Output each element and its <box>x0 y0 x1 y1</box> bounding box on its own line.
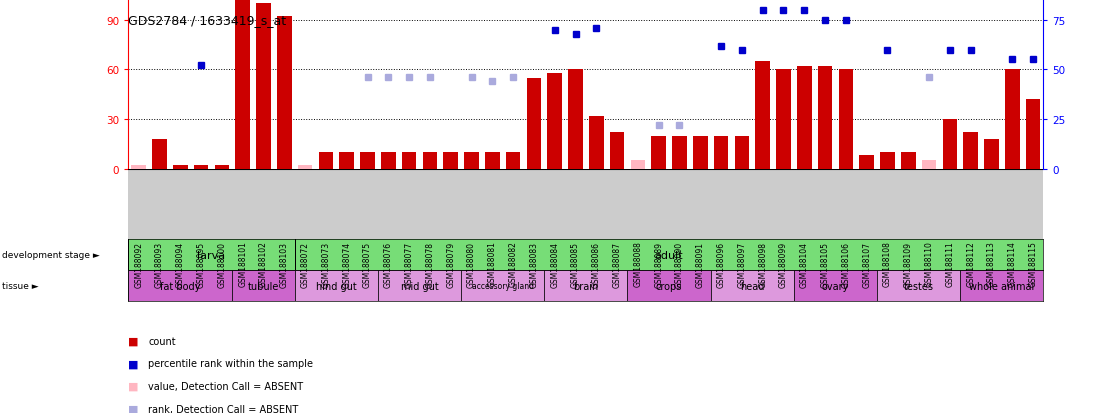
Bar <box>627 271 711 301</box>
Bar <box>423 153 437 169</box>
Text: count: count <box>148 336 176 346</box>
Text: tubule: tubule <box>248 281 279 291</box>
Bar <box>1006 70 1020 169</box>
Text: rank, Detection Call = ABSENT: rank, Detection Call = ABSENT <box>148 404 299 413</box>
Bar <box>793 271 877 301</box>
Bar <box>378 271 461 301</box>
Bar <box>545 271 627 301</box>
Bar <box>464 153 479 169</box>
Bar <box>295 271 378 301</box>
Bar <box>232 271 295 301</box>
Bar <box>901 153 915 169</box>
Bar <box>859 156 874 169</box>
Bar <box>943 120 958 169</box>
Text: crops: crops <box>656 281 682 291</box>
Bar <box>568 70 583 169</box>
Text: larva: larva <box>198 250 225 260</box>
Bar <box>797 67 811 169</box>
Bar <box>277 17 291 169</box>
Text: mid gut: mid gut <box>401 281 439 291</box>
Bar <box>963 133 978 169</box>
Bar <box>152 140 166 169</box>
Text: tissue ►: tissue ► <box>2 282 39 290</box>
Text: ■: ■ <box>128 404 138 413</box>
Bar <box>693 136 708 169</box>
Bar <box>881 153 895 169</box>
Bar <box>402 153 416 169</box>
Bar <box>443 153 458 169</box>
Text: ovary: ovary <box>821 281 849 291</box>
Bar <box>734 136 749 169</box>
Text: fat body: fat body <box>161 281 201 291</box>
Text: value, Detection Call = ABSENT: value, Detection Call = ABSENT <box>148 381 304 391</box>
Bar <box>485 153 500 169</box>
Bar <box>339 153 354 169</box>
Text: testes: testes <box>904 281 934 291</box>
Text: GDS2784 / 1633419_s_at: GDS2784 / 1633419_s_at <box>128 14 287 27</box>
Text: development stage ►: development stage ► <box>2 251 100 259</box>
Bar <box>506 153 520 169</box>
Text: percentile rank within the sample: percentile rank within the sample <box>148 358 314 368</box>
Text: ■: ■ <box>128 336 138 346</box>
Bar <box>714 136 729 169</box>
Text: accessory gland: accessory gland <box>472 282 533 290</box>
Text: whole animal: whole animal <box>969 281 1035 291</box>
Bar <box>756 62 770 169</box>
Bar <box>214 166 229 169</box>
Text: head: head <box>740 281 764 291</box>
Bar <box>360 153 375 169</box>
Bar <box>527 78 541 169</box>
Bar <box>381 153 395 169</box>
Bar <box>194 166 209 169</box>
Bar <box>984 140 999 169</box>
Text: brain: brain <box>574 281 598 291</box>
Bar <box>319 153 334 169</box>
Bar <box>609 133 624 169</box>
Bar <box>838 70 853 169</box>
Bar <box>1026 100 1040 169</box>
Bar <box>922 161 936 169</box>
Bar <box>960 271 1043 301</box>
Text: hind gut: hind gut <box>316 281 357 291</box>
Bar <box>548 74 562 169</box>
Text: ■: ■ <box>128 358 138 368</box>
Bar <box>235 0 250 169</box>
Bar <box>631 161 645 169</box>
Bar <box>298 166 312 169</box>
Bar <box>173 166 187 169</box>
Bar <box>128 271 232 301</box>
Bar <box>672 136 686 169</box>
Bar <box>711 271 793 301</box>
Bar <box>461 271 545 301</box>
Bar <box>132 166 146 169</box>
Text: adult: adult <box>655 250 683 260</box>
Bar <box>777 70 791 169</box>
Bar <box>818 67 833 169</box>
Bar <box>257 4 271 169</box>
Bar <box>652 136 666 169</box>
Bar <box>589 116 604 169</box>
Text: ■: ■ <box>128 381 138 391</box>
Bar <box>877 271 960 301</box>
